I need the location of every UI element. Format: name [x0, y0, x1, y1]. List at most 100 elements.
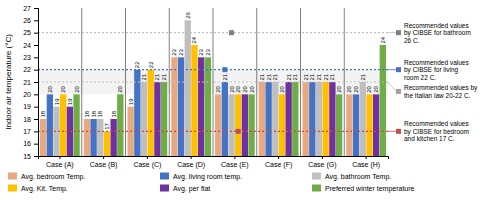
bar	[366, 94, 372, 156]
y-tick-mark	[34, 119, 38, 120]
x-tick: Case (A)	[46, 156, 74, 169]
y-tick-label: 27	[23, 5, 31, 12]
y-tick-label: 16	[23, 140, 31, 147]
data-label: 26	[185, 11, 191, 18]
data-label: 20	[74, 85, 80, 92]
data-label: 21	[286, 73, 292, 80]
bar	[97, 119, 103, 156]
bar	[272, 82, 278, 156]
x-tick-label: Case (A)	[46, 161, 74, 169]
y-tick-mark	[34, 45, 38, 46]
y-tick-mark	[34, 33, 38, 34]
x-tick: Case (C)	[133, 156, 161, 169]
annotation: Recommended valuesby CIBSE for bathroom2…	[404, 22, 471, 44]
data-label: 21	[272, 73, 278, 80]
y-tick: 18	[23, 116, 38, 123]
x-tick-label: Case (F)	[265, 161, 292, 169]
bar	[90, 119, 96, 156]
bar	[329, 82, 335, 156]
bar	[242, 94, 248, 156]
y-tick-label: 20	[23, 91, 31, 98]
y-tick: 27	[23, 5, 38, 12]
bar	[292, 82, 298, 156]
bar	[228, 94, 234, 156]
annotation-line: Recommended values	[404, 120, 469, 127]
y-tick-label: 23	[23, 54, 31, 61]
bar-series	[53, 20, 366, 156]
plot-area	[38, 8, 388, 156]
bar	[117, 94, 123, 156]
y-tick-label: 15	[23, 153, 31, 160]
annotation-line: Recommended values	[404, 22, 469, 29]
bar	[222, 82, 228, 156]
bar	[191, 45, 197, 156]
y-tick-label: 25	[23, 29, 31, 36]
data-label: 21	[266, 73, 272, 80]
data-label: 21	[222, 73, 228, 80]
x-tick-mark	[366, 156, 367, 159]
bar	[323, 82, 329, 156]
x-tick: Case (H)	[352, 156, 380, 169]
bar	[171, 57, 177, 156]
data-label: 24	[191, 36, 197, 43]
legend-swatch	[160, 185, 169, 192]
y-tick: 25	[23, 29, 38, 36]
annotation-line: room 22 C.	[404, 74, 436, 81]
y-tick: 15	[23, 153, 38, 160]
data-label: 18	[97, 110, 103, 117]
data-label: 20	[60, 85, 66, 92]
data-label: 19	[54, 98, 60, 105]
y-tick-label: 24	[23, 42, 31, 49]
x-tick-mark	[278, 156, 279, 159]
bar	[336, 94, 342, 156]
annotation-connector	[388, 69, 396, 70]
x-tick-mark	[103, 156, 104, 159]
x-tick-label: Case (G)	[308, 161, 336, 169]
legend-label: Avg. per flat	[173, 185, 210, 193]
annotation-connector	[388, 131, 396, 132]
plot: 1818192320212120201822232121212019182126…	[4, 5, 479, 200]
y-axis-title: Indoor air temperature (°C)	[4, 34, 13, 130]
legend-entry: Avg. bedroom Temp.	[8, 173, 85, 181]
legend-entry: Avg. per flat	[160, 185, 210, 193]
y-tick-label: 17	[23, 128, 31, 135]
bar	[353, 94, 359, 156]
x-tick-label: Case (D)	[177, 161, 205, 169]
bar	[134, 70, 140, 156]
special-marker	[229, 30, 234, 35]
legend-entry: Avg. living room temp.	[160, 173, 242, 181]
x-tick-label: Case (B)	[90, 161, 118, 169]
data-label: 20	[346, 85, 352, 92]
x-tick-label: Case (E)	[221, 161, 249, 169]
data-label: 22	[148, 61, 154, 68]
data-label: 21	[141, 73, 147, 80]
legend-swatch	[8, 173, 17, 180]
chart: 1818192320212120201822232121212019182126…	[0, 0, 500, 200]
data-label: 21	[259, 73, 265, 80]
bar	[303, 82, 309, 156]
reference-line	[38, 32, 388, 33]
annotation: Recommended valuesby CIBSE for livingroo…	[404, 59, 469, 81]
y-axis-line	[34, 9, 39, 157]
x-tick-label: Case (C)	[133, 161, 161, 169]
y-tick-mark	[34, 82, 38, 83]
x-tick: Case (F)	[265, 156, 292, 169]
y-tick: 22	[23, 66, 38, 73]
data-label: 22	[134, 61, 140, 68]
y-tick: 20	[23, 91, 38, 98]
x-tick-mark	[234, 156, 235, 159]
legend-swatch	[160, 173, 169, 180]
bar	[205, 57, 211, 156]
y-tick-mark	[34, 70, 38, 71]
y-tick: 19	[23, 103, 38, 110]
legend-label: Avg. bathroom Temp.	[325, 173, 391, 181]
data-label: 23	[205, 48, 211, 55]
data-label: 21	[329, 73, 335, 80]
bar	[285, 82, 291, 156]
y-tick: 17	[23, 128, 38, 135]
annotation-line: the Italian law 20-22 C.	[404, 92, 471, 99]
annotation: Recommended values bythe Italian law 20-…	[404, 84, 478, 99]
bar	[185, 20, 191, 156]
annotation-connector	[388, 32, 396, 33]
y-tick-mark	[34, 8, 38, 9]
